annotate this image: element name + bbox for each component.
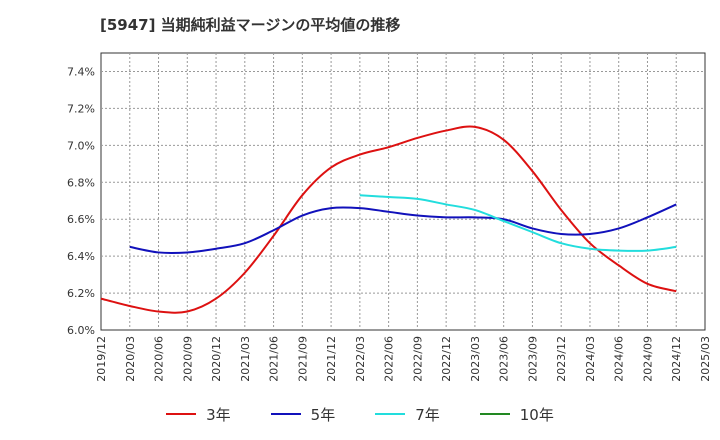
y-tick-label: 6.6% bbox=[67, 213, 95, 226]
x-tick-label: 2020/06 bbox=[153, 336, 166, 382]
x-tick-label: 2024/09 bbox=[641, 336, 654, 382]
y-tick-label: 7.2% bbox=[67, 102, 95, 115]
y-tick-label: 6.0% bbox=[67, 324, 95, 337]
legend-swatch bbox=[270, 413, 301, 415]
legend-item: 7年 bbox=[375, 404, 440, 425]
x-tick-label: 2025/03 bbox=[699, 336, 712, 382]
x-tick-label: 2024/12 bbox=[670, 336, 683, 382]
x-tick-label: 2022/09 bbox=[411, 336, 424, 382]
legend-item: 3年 bbox=[166, 404, 231, 425]
x-tick-label: 2022/03 bbox=[354, 336, 367, 382]
legend-item: 5年 bbox=[270, 404, 336, 425]
x-tick-label: 2020/12 bbox=[210, 336, 223, 382]
y-tick-label: 6.4% bbox=[67, 250, 95, 263]
legend-label: 7年 bbox=[415, 405, 440, 424]
y-tick-label: 6.8% bbox=[67, 176, 95, 189]
plot-area bbox=[100, 52, 706, 331]
x-tick-label: 2021/12 bbox=[325, 336, 338, 382]
x-tick-label: 2024/06 bbox=[613, 336, 626, 382]
chart-title: [5947] 当期純利益マージンの平均値の推移 bbox=[100, 16, 401, 34]
x-tick-label: 2024/03 bbox=[584, 336, 597, 382]
legend-swatch bbox=[166, 413, 197, 415]
x-tick-label: 2021/06 bbox=[268, 336, 281, 382]
legend-swatch bbox=[375, 413, 406, 415]
series-line-5年 bbox=[129, 203, 677, 255]
x-tick-label: 2020/09 bbox=[181, 336, 194, 382]
legend-label: 10年 bbox=[519, 405, 554, 424]
legend-label: 3年 bbox=[206, 405, 231, 424]
series-line-7年 bbox=[359, 194, 677, 252]
chart-legend: 3年 5年 7年 10年 bbox=[0, 402, 720, 426]
x-tick-label: 2022/12 bbox=[440, 336, 453, 382]
x-tick-label: 2022/06 bbox=[383, 336, 396, 382]
x-tick-label: 2021/09 bbox=[296, 336, 309, 382]
legend-swatch bbox=[479, 413, 510, 415]
x-tick-label: 2023/09 bbox=[526, 336, 539, 382]
y-tick-label: 7.4% bbox=[67, 65, 95, 78]
y-tick-label: 7.0% bbox=[67, 139, 95, 152]
x-tick-label: 2020/03 bbox=[124, 336, 137, 382]
x-tick-label: 2023/12 bbox=[555, 336, 568, 382]
x-tick-label: 2021/03 bbox=[239, 336, 252, 382]
legend-label: 5年 bbox=[310, 405, 336, 424]
legend-item: 10年 bbox=[479, 404, 554, 425]
x-tick-label: 2019/12 bbox=[95, 336, 108, 382]
x-tick-label: 2023/06 bbox=[498, 336, 511, 382]
y-tick-label: 6.2% bbox=[67, 287, 95, 300]
x-tick-label: 2023/03 bbox=[469, 336, 482, 382]
